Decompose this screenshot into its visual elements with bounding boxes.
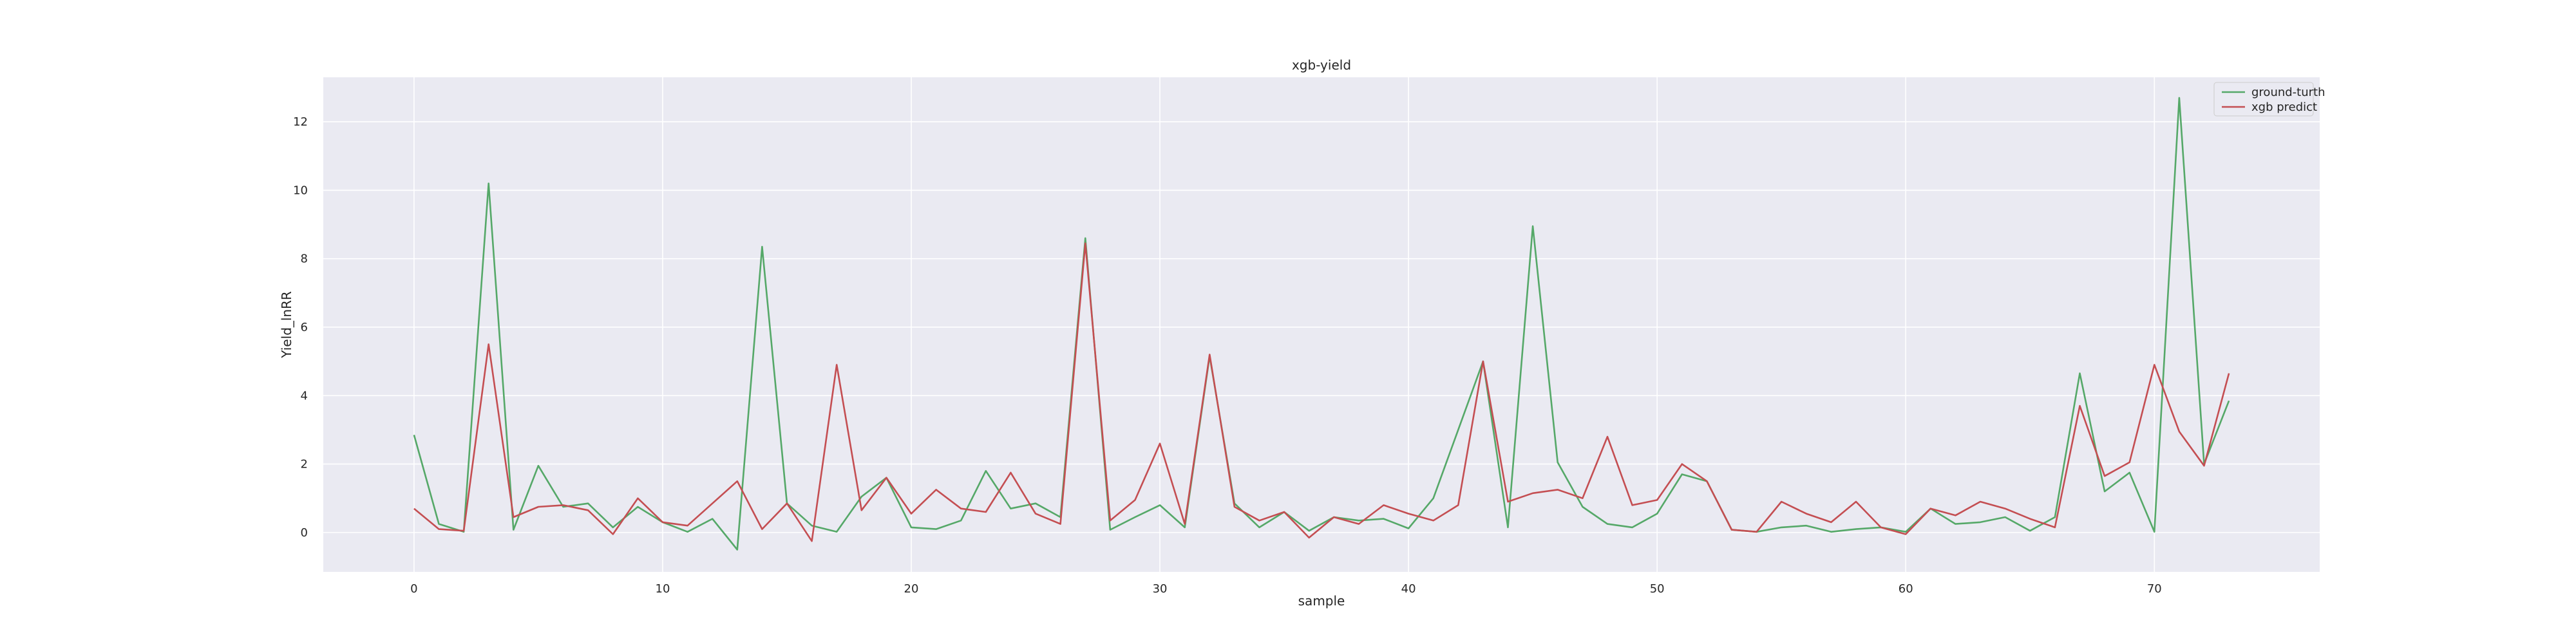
legend-label-xgb-predict: xgb predict bbox=[2251, 100, 2317, 114]
grid bbox=[323, 77, 2320, 572]
x-axis-ticks: 0 10 20 30 40 50 60 70 bbox=[410, 582, 2162, 596]
x-tick-label: 60 bbox=[1899, 582, 1913, 596]
y-tick-label: 0 bbox=[301, 526, 308, 540]
y-axis-label: Yield_lnRR bbox=[279, 291, 294, 359]
series-lines bbox=[413, 97, 2230, 551]
legend-label-ground-truth: ground-turth bbox=[2251, 86, 2325, 99]
chart-title: xgb-yield bbox=[1292, 57, 1351, 73]
x-axis-label: sample bbox=[1298, 593, 1345, 609]
y-tick-label: 4 bbox=[301, 389, 308, 402]
y-axis-ticks: 0 2 4 6 8 10 12 bbox=[293, 115, 308, 540]
series-line-xgb-predict bbox=[413, 242, 2230, 542]
x-tick-label: 20 bbox=[904, 582, 919, 596]
y-tick-label: 10 bbox=[293, 184, 308, 197]
y-tick-label: 2 bbox=[301, 458, 308, 471]
y-tick-label: 6 bbox=[301, 321, 308, 334]
x-tick-label: 10 bbox=[656, 582, 670, 596]
x-tick-label: 40 bbox=[1401, 582, 1416, 596]
x-tick-label: 30 bbox=[1153, 582, 1168, 596]
x-tick-label: 50 bbox=[1650, 582, 1665, 596]
plot-area bbox=[323, 77, 2320, 572]
y-tick-label: 8 bbox=[301, 252, 308, 266]
x-tick-label: 70 bbox=[2147, 582, 2162, 596]
legend: ground-turth xgb predict bbox=[2213, 82, 2325, 117]
x-tick-label: 0 bbox=[410, 582, 417, 596]
y-tick-label: 12 bbox=[293, 115, 308, 129]
